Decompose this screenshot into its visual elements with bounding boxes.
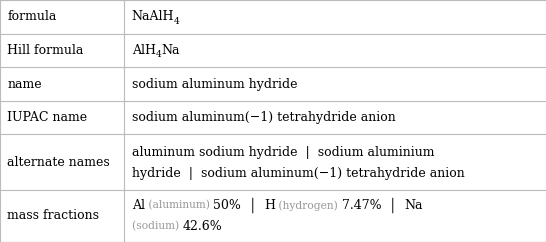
Text: (hydrogen): (hydrogen) — [275, 200, 342, 211]
Text: 42.6%: 42.6% — [182, 220, 222, 233]
Text: aluminum sodium hydride  |  sodium aluminium: aluminum sodium hydride | sodium alumini… — [132, 146, 434, 159]
Text: │: │ — [381, 198, 405, 213]
Text: hydride  |  sodium aluminum(−1) tetrahydride anion: hydride | sodium aluminum(−1) tetrahydri… — [132, 167, 464, 180]
Text: formula: formula — [7, 10, 56, 23]
Text: 7.47%: 7.47% — [342, 199, 381, 212]
Text: Na: Na — [161, 44, 180, 57]
Text: (sodium): (sodium) — [132, 221, 182, 232]
Text: mass fractions: mass fractions — [7, 210, 99, 222]
Text: AlH: AlH — [132, 44, 156, 57]
Text: 50%: 50% — [213, 199, 241, 212]
Text: │: │ — [241, 198, 264, 213]
Text: NaAlH: NaAlH — [132, 10, 174, 23]
Text: Hill formula: Hill formula — [7, 44, 84, 57]
Text: sodium aluminum hydride: sodium aluminum hydride — [132, 77, 297, 91]
Text: name: name — [7, 77, 41, 91]
Text: 4: 4 — [174, 17, 180, 26]
Text: Al: Al — [132, 199, 145, 212]
Text: IUPAC name: IUPAC name — [7, 111, 87, 124]
Text: 4: 4 — [156, 50, 161, 59]
Text: sodium aluminum(−1) tetrahydride anion: sodium aluminum(−1) tetrahydride anion — [132, 111, 395, 124]
Text: H: H — [264, 199, 275, 212]
Text: alternate names: alternate names — [7, 156, 110, 169]
Text: Na: Na — [405, 199, 423, 212]
Text: (aluminum): (aluminum) — [145, 200, 213, 211]
